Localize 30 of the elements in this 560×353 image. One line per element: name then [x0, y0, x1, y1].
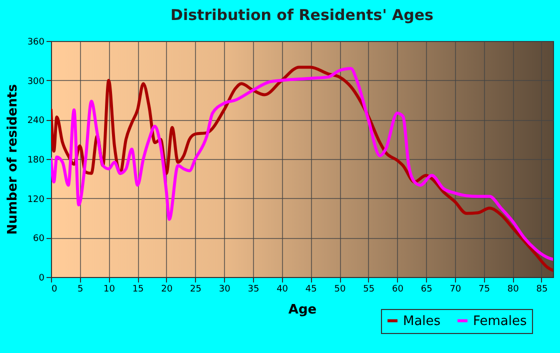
- x-tick-label: 25: [190, 284, 202, 294]
- legend-label: Males: [403, 314, 441, 329]
- x-tick-label: 40: [276, 284, 288, 294]
- x-tick-label: 15: [132, 284, 144, 294]
- x-tick-label: 70: [450, 284, 462, 294]
- x-tick-label: 85: [536, 284, 548, 294]
- x-tick-label: 10: [103, 284, 116, 294]
- y-tick-label: 240: [27, 116, 45, 126]
- x-tick-label: 65: [420, 284, 432, 294]
- y-tick-label: 0: [38, 274, 45, 284]
- y-tick-label: 60: [33, 234, 45, 244]
- x-tick-label: 0: [52, 284, 58, 294]
- y-tick-label: 360: [27, 38, 45, 48]
- x-tick-label: 45: [305, 284, 317, 294]
- x-tick-label: 50: [334, 284, 346, 294]
- x-tick-label: 60: [392, 284, 404, 294]
- y-axis-title: Number of residents: [5, 84, 20, 235]
- x-tick-label: 80: [507, 284, 520, 294]
- y-tick-label: 120: [27, 194, 45, 205]
- y-tick-label: 180: [27, 156, 45, 166]
- x-tick-label: 5: [77, 284, 84, 294]
- chart-title: Distribution of Residents' Ages: [170, 6, 434, 24]
- x-tick-label: 35: [248, 284, 260, 294]
- x-tick-label: 55: [363, 284, 375, 294]
- x-tick-label: 20: [161, 284, 173, 294]
- x-axis-title: Age: [288, 302, 317, 318]
- x-tick-label: 30: [218, 284, 231, 294]
- legend-label: Females: [473, 314, 528, 329]
- x-tick-label: 75: [478, 284, 490, 294]
- y-tick-label: 300: [27, 76, 45, 87]
